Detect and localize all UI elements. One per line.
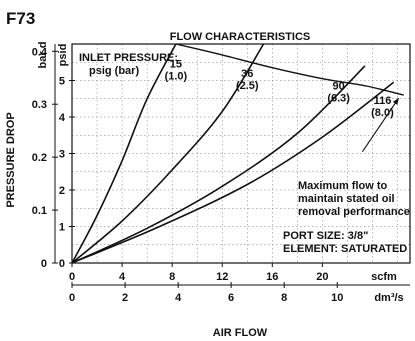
y-tick-psid-label: 1 <box>59 222 65 234</box>
x-tick-scfm-label: 4 <box>119 271 126 283</box>
series-label-pressure: 90 <box>333 81 345 93</box>
x-tick-scfm-label: 20 <box>316 271 328 283</box>
series-label-bar: (6.3) <box>327 93 350 105</box>
y-axis-title: PRESSURE DROP <box>5 112 17 207</box>
x-tick-dm3s-label: 6 <box>228 292 234 304</box>
x-tick-dm3s-label: 4 <box>175 292 182 304</box>
x-tick-dm3s-label: 2 <box>122 292 128 304</box>
legend-title: INLET PRESSURE: <box>79 52 178 64</box>
grid <box>72 44 410 263</box>
x-tick-scfm-label: 8 <box>169 271 175 283</box>
max-flow-label-line: Maximum flow to <box>298 180 388 192</box>
y-tick-psid-label: 4 <box>59 112 66 124</box>
series-label-pressure: 15 <box>170 59 182 71</box>
series-line <box>71 81 395 264</box>
y-tick-psid-label: 0 <box>59 258 65 270</box>
series-labels: 15(1.0) 36(2.5) 90(6.3) 116(8.0) <box>165 59 395 120</box>
port-size-annotation: ELEMENT: SATURATED <box>283 243 407 255</box>
y-tick-bar-label: 0.4 <box>32 46 48 58</box>
x-tick-scfm-label: 0 <box>69 271 75 283</box>
series-label-pressure: 36 <box>241 68 253 80</box>
series-line <box>71 65 366 264</box>
x-axis-title: AIR FLOW <box>213 327 268 339</box>
x-tick-scfm-label: 12 <box>216 271 228 283</box>
max-flow-arrow-shaft <box>361 97 400 152</box>
series-curves <box>71 43 404 264</box>
x-tick-dm3s-label: 8 <box>281 292 287 304</box>
series-line <box>71 43 265 264</box>
max-flow-arrow-head <box>392 98 399 105</box>
y-unit-psid: psid <box>57 44 69 67</box>
series-label-bar: (2.5) <box>236 80 259 92</box>
max-flow-label-line: removal performance <box>298 206 410 218</box>
max-flow-label-line: maintain stated oil <box>298 193 395 205</box>
y-tick-bar-label: 0 <box>41 258 47 270</box>
figure-id: F73 <box>6 9 35 28</box>
y-tick-bar-label: 0.2 <box>32 152 47 164</box>
y-tick-psid-label: 2 <box>59 185 65 197</box>
series-line <box>71 43 177 264</box>
port-size-annotation: PORT SIZE: 3/8" <box>283 230 368 242</box>
series-label-pressure: 116 <box>374 95 392 107</box>
chart-title: FLOW CHARACTERISTICS <box>170 31 311 43</box>
x-tick-scfm-label: 16 <box>266 271 278 283</box>
y-tick-bar-label: 0.3 <box>32 99 47 111</box>
legend-subtitle: psig (bar) <box>89 65 139 77</box>
y-tick-psid-label: 5 <box>59 76 65 88</box>
x-tick-dm3s-label: 10 <box>331 292 343 304</box>
x-unit-scfm: scfm <box>371 271 397 283</box>
series-label-bar: (8.0) <box>371 107 394 119</box>
max-flow-curve <box>175 43 404 96</box>
x-unit-dm3s: dm³/s <box>374 292 403 304</box>
y-unit-bar: bar d <box>37 42 49 69</box>
x-tick-dm3s-label: 0 <box>69 292 75 304</box>
series-label-bar: (1.0) <box>165 71 188 83</box>
y-tick-bar-label: 0.1 <box>32 205 47 217</box>
y-tick-psid-label: 3 <box>59 149 65 161</box>
